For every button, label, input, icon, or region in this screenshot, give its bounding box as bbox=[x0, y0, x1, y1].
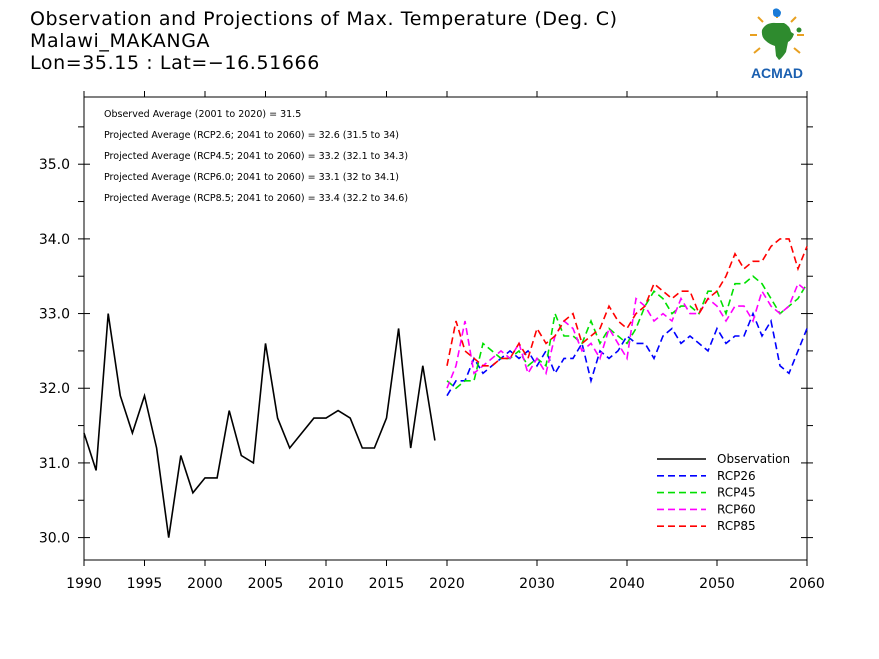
y-tick-label: 32.0 bbox=[39, 381, 70, 397]
series-line-rcp60 bbox=[446, 282, 808, 389]
series-layer bbox=[83, 238, 808, 538]
annotation-rcp45: Projected Average (RCP4.5; 2041 to 2060)… bbox=[104, 151, 408, 162]
legend-label-rcp85: RCP85 bbox=[717, 519, 756, 533]
acmad-logo: ACMAD bbox=[736, 8, 818, 84]
y-tick-label: 30.0 bbox=[39, 531, 70, 547]
y-tick-label: 34.0 bbox=[39, 232, 70, 248]
tick-labels: 30.0 31.0 32.0 33.0 34.0 35.0 1990 1995 2000 2005… bbox=[39, 91, 825, 592]
x-tick-label: 2010 bbox=[308, 576, 344, 592]
station-coordinates: Lon=35.15 : Lat=−16.51666 bbox=[30, 52, 320, 74]
x-tick-label: 2050 bbox=[699, 576, 735, 592]
legend-label-observation: Observation bbox=[717, 452, 790, 466]
y-tick-label: 33.0 bbox=[39, 307, 70, 323]
x-tick-label: 2015 bbox=[369, 576, 405, 592]
x-tick-label: 2060 bbox=[789, 576, 825, 592]
legend-label-rcp60: RCP60 bbox=[717, 502, 756, 516]
x-tick-label: 2005 bbox=[248, 576, 284, 592]
series-line-observation bbox=[83, 313, 436, 538]
x-tick-label: 1995 bbox=[127, 576, 163, 592]
legend: Observation RCP26 RCP45 RCP60 RCP85 bbox=[657, 452, 790, 533]
acmad-africa-logo-icon: ACMAD bbox=[750, 8, 804, 81]
series-line-rcp85 bbox=[446, 238, 808, 367]
x-tick-label: 2030 bbox=[519, 576, 555, 592]
x-tick-label: 2040 bbox=[609, 576, 645, 592]
x-tick-label: 2000 bbox=[187, 576, 223, 592]
series-line-rcp45 bbox=[446, 275, 808, 390]
chart-title-block: Observation and Projections of Max. Temp… bbox=[30, 8, 618, 74]
series-line-rcp26 bbox=[446, 311, 808, 397]
annotation-rcp85: Projected Average (RCP8.5; 2041 to 2060)… bbox=[104, 193, 408, 204]
legend-label-rcp26: RCP26 bbox=[717, 469, 756, 483]
x-tick-label: 1990 bbox=[66, 576, 102, 592]
x-tick-label: 2020 bbox=[429, 576, 465, 592]
legend-label-rcp45: RCP45 bbox=[717, 486, 756, 500]
chart-title: Observation and Projections of Max. Temp… bbox=[30, 8, 618, 30]
y-tick-label: 31.0 bbox=[39, 456, 70, 472]
station-name: Malawi_MAKANGA bbox=[30, 30, 211, 52]
annotation-observed: Observed Average (2001 to 2020) = 31.5 bbox=[104, 109, 301, 120]
annotation-rcp26: Projected Average (RCP2.6; 2041 to 2060)… bbox=[104, 130, 399, 141]
y-tick-label: 35.0 bbox=[39, 157, 70, 173]
acmad-logo-text: ACMAD bbox=[751, 65, 803, 81]
annotation-rcp60: Projected Average (RCP6.0; 2041 to 2060)… bbox=[104, 172, 399, 183]
annotations: Observed Average (2001 to 2020) = 31.5 P… bbox=[104, 109, 408, 204]
